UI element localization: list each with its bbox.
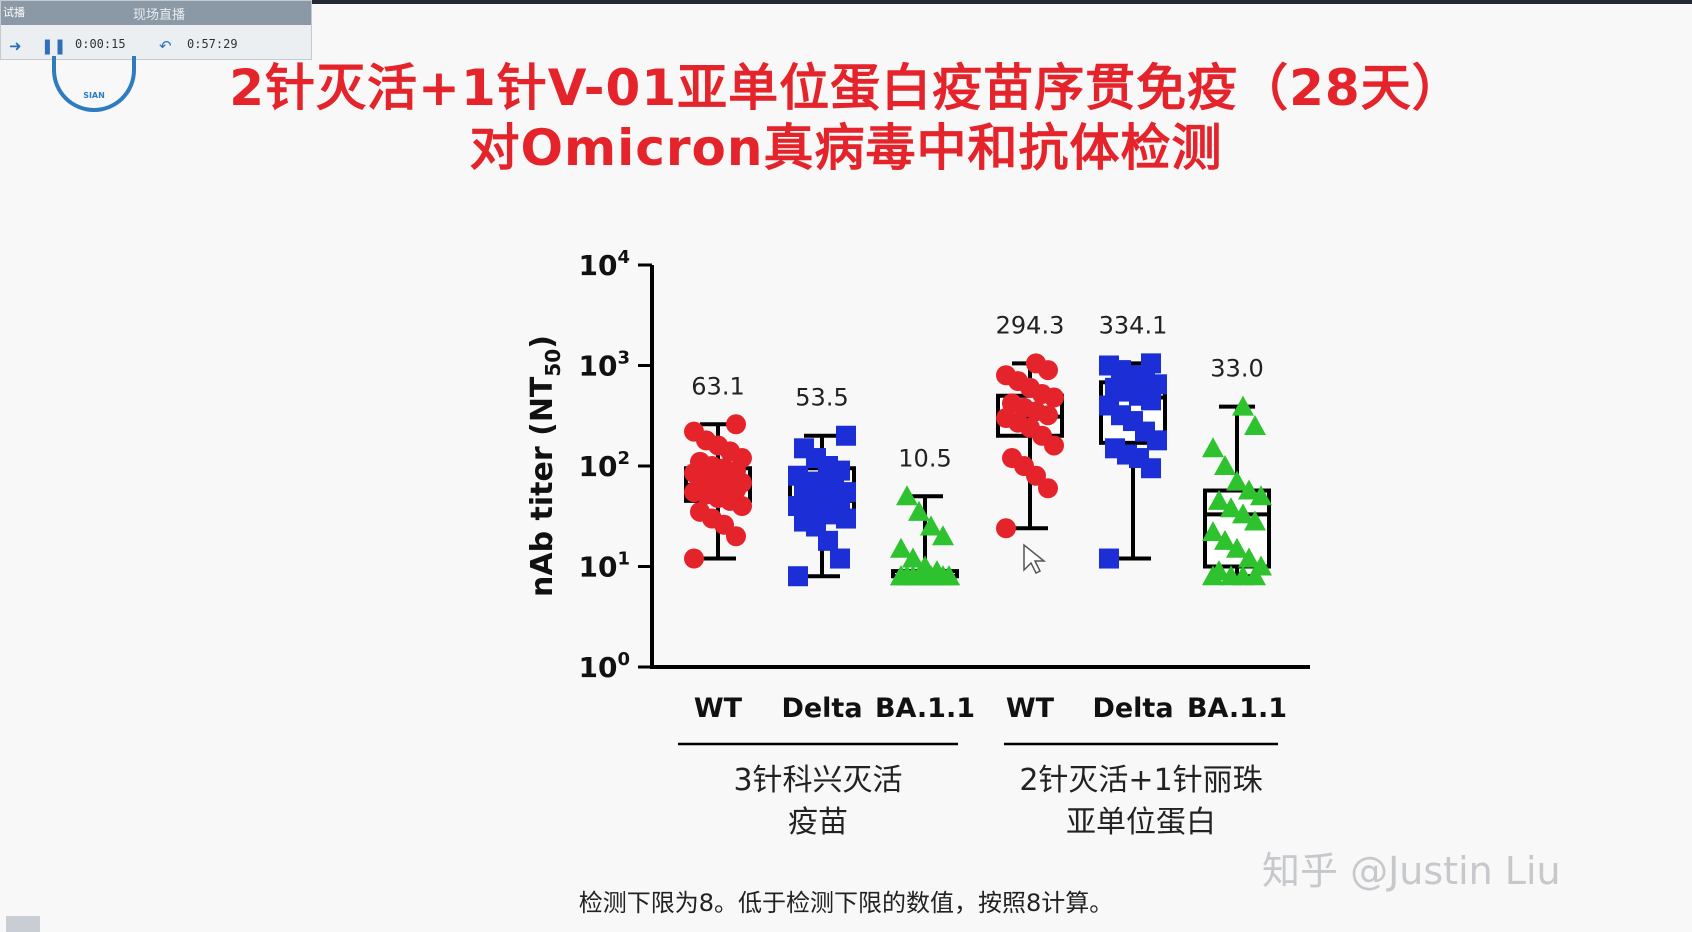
data-point xyxy=(1002,393,1022,414)
data-point xyxy=(1202,521,1224,542)
forward-icon[interactable]: ➜ xyxy=(9,37,22,55)
y-tick-label: 103 xyxy=(579,348,631,383)
footnote: 检测下限为8。低于检测下限的数值，按照8计算。 xyxy=(578,889,1114,917)
data-point xyxy=(1105,377,1125,398)
group-label-line2: 亚单位蛋白 xyxy=(1066,805,1216,840)
data-point xyxy=(920,515,942,536)
data-point xyxy=(932,525,954,546)
y-tick-label: 102 xyxy=(579,448,631,483)
watermark: 知乎 @Justin Liu xyxy=(1262,849,1561,893)
data-point xyxy=(896,565,918,586)
box-delta-1: 53.5 Delta xyxy=(781,384,862,724)
data-point xyxy=(1220,497,1242,518)
video-player-toolbar: 试播 现场直播 ➜ ❚❚ 0:00:15 ↶ 0:57:29 xyxy=(0,0,312,60)
box-wt-3: 294.3 WT xyxy=(996,311,1065,724)
data-point xyxy=(1220,565,1242,586)
data-point xyxy=(938,565,960,586)
data-point xyxy=(1208,489,1230,510)
gmt-label: 294.3 xyxy=(996,311,1065,339)
y-tick-label: 100 xyxy=(579,649,631,684)
player-tag: 试播 xyxy=(3,6,25,19)
data-point xyxy=(914,555,936,576)
data-point xyxy=(908,500,930,521)
elapsed-time: 0:00:15 xyxy=(75,37,126,51)
data-point xyxy=(830,548,850,569)
data-point xyxy=(1002,448,1022,469)
data-point xyxy=(1038,478,1058,499)
gmt-label: 334.1 xyxy=(1099,311,1168,339)
data-point xyxy=(836,425,856,446)
data-point xyxy=(726,414,746,435)
box-delta-4: 334.1 Delta xyxy=(1092,311,1173,724)
data-point xyxy=(684,421,704,442)
x-tick-label: Delta xyxy=(781,693,862,724)
data-point xyxy=(1141,353,1161,374)
box-ba11-2: 10.5 BA.1.1 xyxy=(875,444,975,724)
data-point xyxy=(1105,438,1125,459)
data-point xyxy=(684,548,704,569)
data-point xyxy=(1250,555,1272,576)
data-point xyxy=(1214,529,1236,550)
slide-title-line2: 对Omicron真病毒中和抗体检测 xyxy=(469,119,1223,177)
gmt-label: 63.1 xyxy=(691,372,744,400)
data-point xyxy=(1202,437,1224,458)
data-point xyxy=(1099,548,1119,569)
player-titlebar: 试播 现场直播 xyxy=(1,1,311,25)
data-point xyxy=(690,451,710,472)
group-label-line2: 疫苗 xyxy=(788,805,848,840)
data-point xyxy=(996,518,1016,539)
top-strip xyxy=(0,0,1692,4)
player-recording-label: 现场直播 xyxy=(133,8,186,23)
data-point xyxy=(1238,479,1260,500)
y-tick-label: 101 xyxy=(579,549,631,584)
data-point xyxy=(1226,537,1248,558)
x-tick-label: BA.1.1 xyxy=(1187,693,1287,724)
gmt-label: 53.5 xyxy=(795,384,848,412)
total-time: 0:57:29 xyxy=(187,37,238,51)
data-point xyxy=(690,501,710,522)
data-point xyxy=(1232,395,1254,416)
data-point xyxy=(1244,415,1266,436)
data-point xyxy=(890,537,912,558)
slide-title-line1: 2针灭活+1针V-01亚单位蛋白疫苗序贯免疫（28天） xyxy=(229,59,1463,117)
data-point xyxy=(1099,395,1119,416)
x-tick-label: BA.1.1 xyxy=(875,693,975,724)
rewind-icon[interactable]: ↶ xyxy=(159,37,172,55)
data-point xyxy=(1238,547,1260,568)
x-tick-label: WT xyxy=(1006,693,1055,724)
x-tick-label: WT xyxy=(694,693,743,724)
data-point xyxy=(902,547,924,568)
data-point xyxy=(1214,455,1236,475)
data-point xyxy=(1244,510,1266,531)
data-point xyxy=(896,485,918,506)
box-wt-0: 63.1 WT xyxy=(684,372,752,724)
data-point xyxy=(1232,503,1254,524)
data-point xyxy=(996,365,1016,386)
y-tick-label: 104 xyxy=(579,247,631,282)
logo-text: SIAN xyxy=(83,91,105,100)
gmt-label: 10.5 xyxy=(898,444,951,472)
gmt-label: 33.0 xyxy=(1210,355,1263,383)
data-point xyxy=(1226,470,1248,491)
data-point xyxy=(1250,485,1272,506)
x-tick-label: Delta xyxy=(1092,693,1173,724)
data-point xyxy=(1099,355,1119,376)
group-label-line1: 3针科兴灭活 xyxy=(733,763,902,798)
data-point xyxy=(1208,560,1230,581)
data-point xyxy=(1026,353,1046,374)
y-axis-label: nAb titer (NT50) xyxy=(525,335,565,597)
data-point xyxy=(788,465,808,486)
mouse-cursor-icon xyxy=(1023,543,1047,575)
data-point xyxy=(788,566,808,587)
pause-button[interactable]: ❚❚ xyxy=(41,37,67,55)
menu-icon[interactable] xyxy=(6,916,40,932)
box-ba11-5: 33.0 BA.1.1 xyxy=(1187,355,1287,724)
group-label-line1: 2针灭活+1针丽珠 xyxy=(1019,763,1262,798)
data-point xyxy=(794,438,814,459)
